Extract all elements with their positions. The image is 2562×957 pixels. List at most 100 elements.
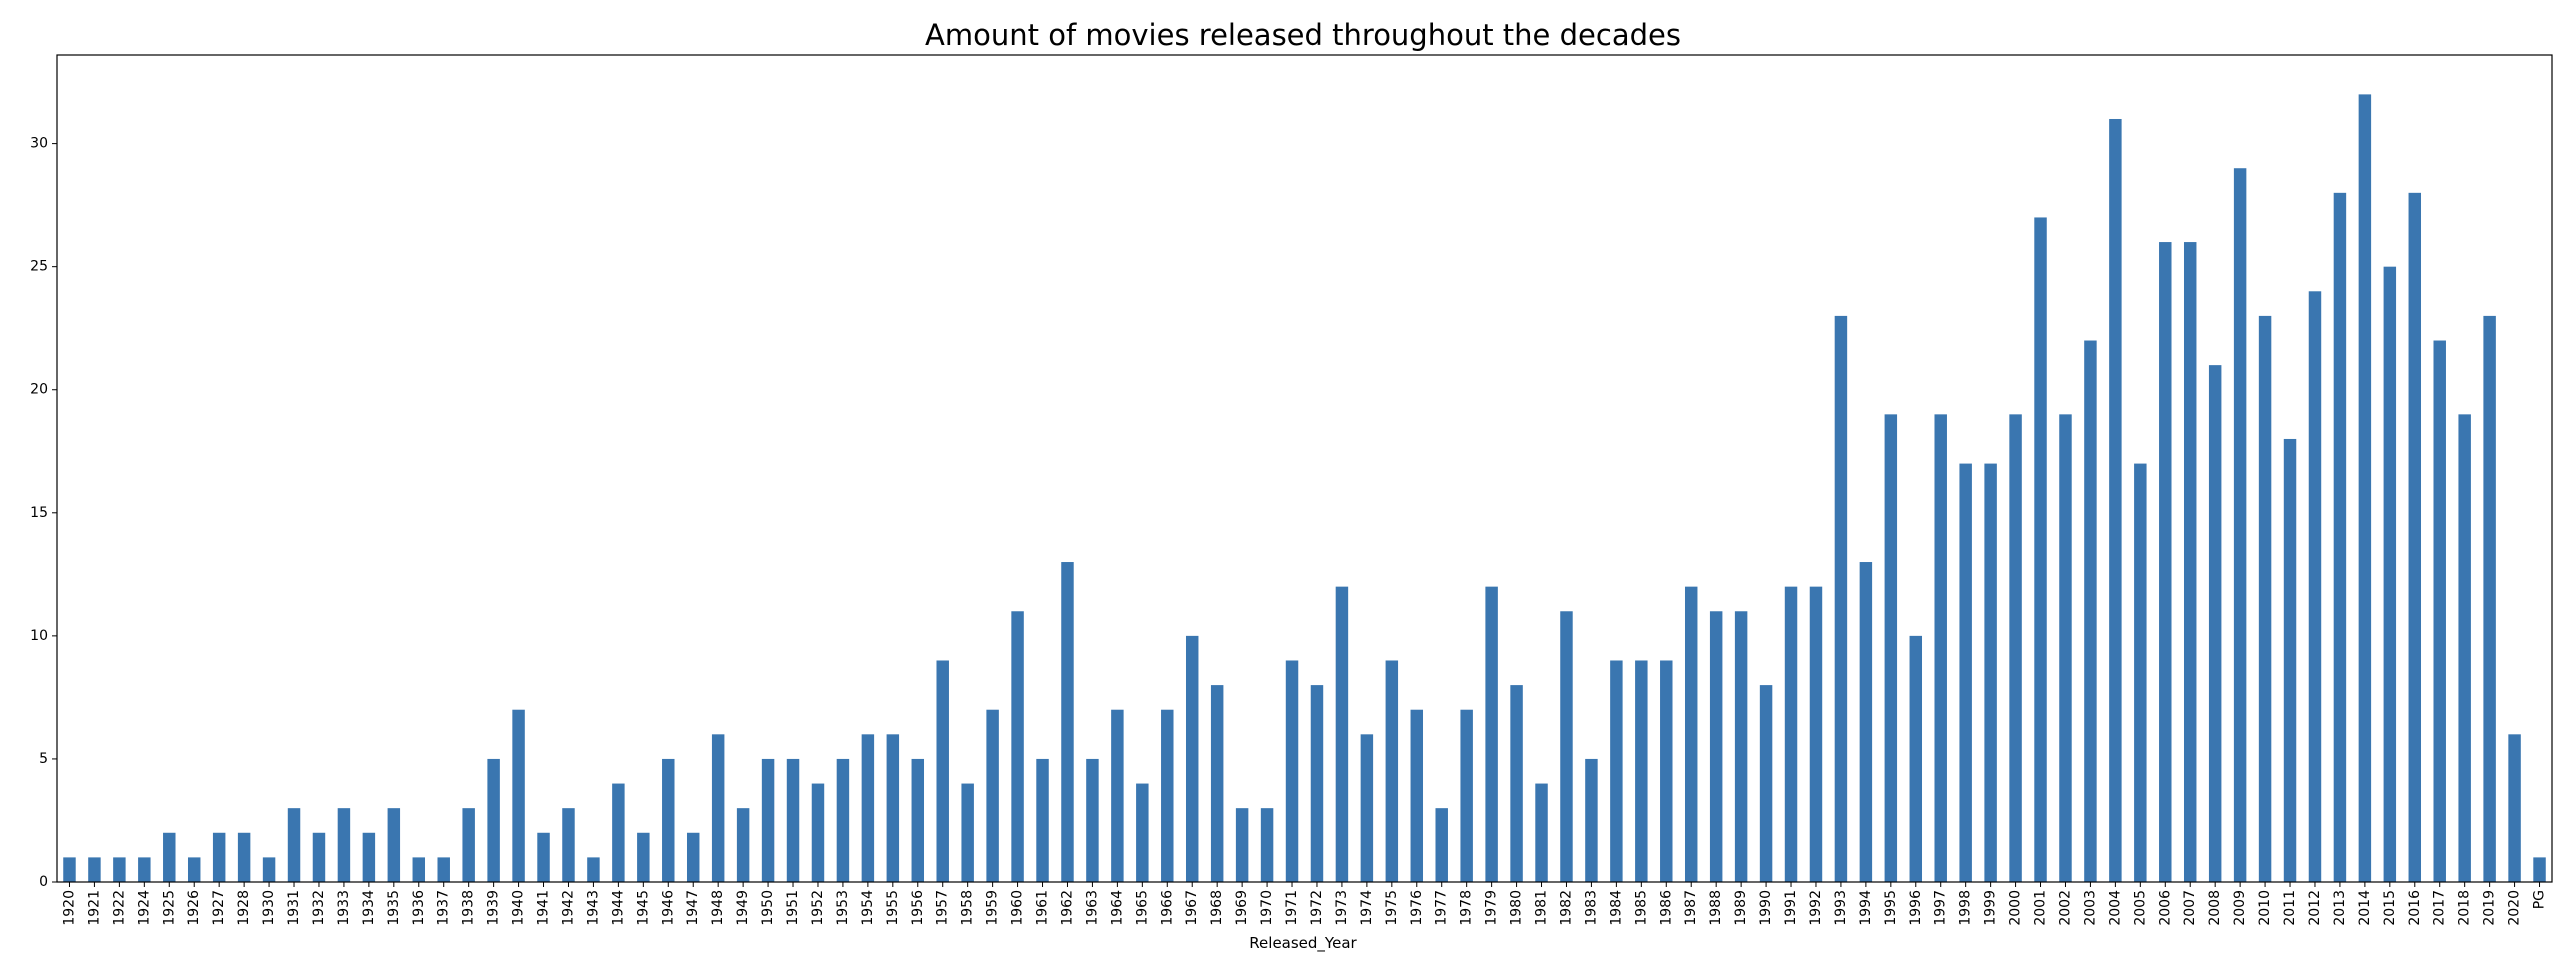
x-tick-label: 2012 <box>2307 890 2323 926</box>
x-axis: 1920 1921 1922 1924 1925 1926 1927 1928 1930 1931… <box>61 882 2548 926</box>
bar-1993 <box>1834 315 1848 882</box>
bar-1925 <box>163 832 176 882</box>
x-tick-label: 1990 <box>1758 890 1774 926</box>
x-tick-label: 1985 <box>1633 890 1649 926</box>
bar-1931 <box>287 808 301 882</box>
x-tick-label: 1933 <box>336 890 352 926</box>
bar-1957 <box>936 660 949 882</box>
x-tick-label: 1938 <box>461 890 477 926</box>
x-tick-label: 1954 <box>860 890 876 926</box>
bar-1980 <box>1510 685 1523 882</box>
chart-title: Amount of movies released throughout the… <box>925 18 1681 52</box>
bar-1959 <box>986 709 999 882</box>
bar-2017 <box>2433 340 2446 882</box>
bar-1936 <box>412 857 426 882</box>
bar-1950 <box>761 758 775 882</box>
x-tick-label: 1944 <box>610 890 626 926</box>
x-tick-label: 2000 <box>2008 890 2024 926</box>
x-axis-label: Released_Year <box>1249 934 1357 952</box>
bar-2015 <box>2383 266 2397 882</box>
x-tick-label: 1920 <box>61 890 77 926</box>
y-tick-label: 20 <box>30 382 48 398</box>
y-tick-label: 25 <box>30 259 48 275</box>
bar-2019 <box>2483 315 2496 882</box>
x-tick-label: 1945 <box>635 890 651 926</box>
bar-1954 <box>861 734 875 882</box>
bar-1946 <box>662 758 675 882</box>
bar-2005 <box>2134 463 2147 882</box>
x-tick-label: 1942 <box>560 890 576 926</box>
x-tick-label: 2004 <box>2107 890 2123 926</box>
bar-2007 <box>2183 242 2197 882</box>
bar-1966 <box>1161 709 1174 882</box>
bar-2004 <box>2109 118 2122 883</box>
x-tick-label: 1970 <box>1259 890 1275 926</box>
bar-2013 <box>2333 192 2347 882</box>
bar-1970 <box>1260 808 1274 882</box>
bar-2008 <box>2208 365 2222 883</box>
x-tick-label: 1949 <box>735 890 751 926</box>
x-tick-label: 2011 <box>2282 890 2298 926</box>
x-tick-label: 2009 <box>2232 890 2248 926</box>
bar-1941 <box>537 832 550 882</box>
x-tick-label: 1971 <box>1284 890 1300 926</box>
x-tick-label: 2002 <box>2057 890 2073 926</box>
bar-2012 <box>2308 291 2322 882</box>
x-tick-label: 1962 <box>1059 890 1075 926</box>
x-tick-label: 1977 <box>1434 890 1450 926</box>
bar-1998 <box>1959 463 1972 882</box>
x-tick-label: 1969 <box>1234 890 1250 926</box>
x-tick-label: 1993 <box>1833 890 1849 926</box>
bar-1948 <box>711 734 725 882</box>
bar-2009 <box>2233 168 2247 883</box>
x-tick-label: 1987 <box>1683 890 1699 926</box>
bar-1992 <box>1809 586 1823 882</box>
x-tick-label: 1981 <box>1534 890 1550 926</box>
bar-1969 <box>1235 808 1249 882</box>
x-tick-label: 1934 <box>361 890 377 926</box>
x-tick-label: 1948 <box>710 890 726 926</box>
x-tick-label: 1935 <box>386 890 402 926</box>
x-tick-label: 2007 <box>2182 890 2198 926</box>
x-tick-label: 1968 <box>1209 890 1225 926</box>
x-tick-label: PG <box>2532 890 2548 909</box>
x-tick-label: 2018 <box>2457 890 2473 926</box>
bar-1955 <box>886 734 900 882</box>
x-tick-label: 2008 <box>2207 890 2223 926</box>
bar-1960 <box>1011 611 1024 882</box>
x-tick-label: 1978 <box>1459 890 1475 926</box>
x-tick-label: 1950 <box>760 890 776 926</box>
bar-2016 <box>2408 192 2422 882</box>
bar-1976 <box>1410 709 1424 882</box>
x-tick-label: 1937 <box>436 890 452 926</box>
bar-1937 <box>437 857 450 882</box>
x-tick-label: 2005 <box>2132 890 2148 926</box>
x-tick-label: 1943 <box>585 890 601 926</box>
bar-2018 <box>2458 414 2471 882</box>
x-tick-label: 1930 <box>261 890 277 926</box>
x-tick-label: 1927 <box>211 890 227 926</box>
x-tick-label: 1924 <box>136 890 152 926</box>
x-tick-label: 1964 <box>1109 890 1125 926</box>
x-tick-label: 1984 <box>1608 890 1624 926</box>
bar-1982 <box>1560 611 1573 882</box>
bar-1978 <box>1460 709 1473 882</box>
x-tick-label: 1951 <box>785 890 801 926</box>
x-tick-label: 1992 <box>1808 890 1824 926</box>
x-tick-label: 2006 <box>2157 890 2173 926</box>
x-tick-label: 1973 <box>1334 890 1350 926</box>
bar-2006 <box>2159 242 2172 882</box>
bar-1926 <box>187 857 201 882</box>
bar-1975 <box>1385 660 1399 882</box>
bar-1968 <box>1210 685 1224 882</box>
x-tick-label: 1932 <box>311 890 327 926</box>
bar-1977 <box>1435 808 1448 882</box>
x-tick-label: 1986 <box>1658 890 1674 926</box>
x-tick-label: 1983 <box>1583 890 1599 926</box>
x-tick-label: 1957 <box>935 890 951 926</box>
bar-1927 <box>212 832 226 882</box>
bar-2003 <box>2084 340 2097 882</box>
bar-1990 <box>1759 685 1773 882</box>
x-tick-label: 1982 <box>1558 890 1574 926</box>
